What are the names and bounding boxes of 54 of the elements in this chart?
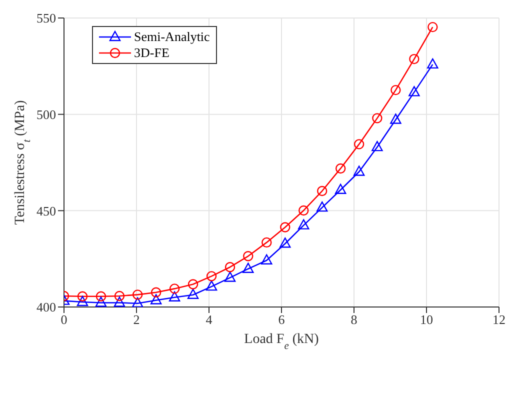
point xyxy=(206,280,218,291)
point xyxy=(132,297,144,307)
point xyxy=(316,201,328,212)
point xyxy=(243,251,254,262)
point xyxy=(280,222,290,232)
point xyxy=(409,54,420,64)
point xyxy=(353,166,365,176)
point xyxy=(95,296,107,307)
point xyxy=(408,86,420,96)
point xyxy=(372,113,382,124)
point xyxy=(188,279,198,290)
x-tick-label: 0 xyxy=(60,312,68,328)
point xyxy=(334,184,346,194)
y-tick-label: 550 xyxy=(36,10,56,26)
point xyxy=(132,290,143,300)
point xyxy=(187,288,199,299)
point xyxy=(262,237,272,248)
point xyxy=(224,272,236,282)
x-axis-title: Load F$_{e}$ (kN) xyxy=(244,332,320,352)
point xyxy=(76,296,88,306)
x-tick-label: 2 xyxy=(133,312,140,328)
y-tick-label: 400 xyxy=(36,300,56,315)
point xyxy=(114,296,126,307)
point xyxy=(169,284,180,294)
legend-label: 3D-FE xyxy=(134,45,170,61)
point xyxy=(390,114,402,124)
point xyxy=(150,294,162,304)
point xyxy=(298,205,309,216)
x-tick-label: 10 xyxy=(420,312,433,328)
point xyxy=(224,262,236,272)
point xyxy=(168,291,180,302)
legend-label: Semi-Analytic xyxy=(134,29,210,45)
x-tick-label: 12 xyxy=(492,312,506,328)
point xyxy=(114,290,125,302)
x-tick-label: 4 xyxy=(206,312,213,328)
point xyxy=(261,254,272,264)
point xyxy=(354,139,364,150)
point xyxy=(298,219,310,230)
point xyxy=(427,58,438,69)
y-tick-label: 500 xyxy=(36,106,56,122)
point xyxy=(372,140,383,152)
point xyxy=(390,84,401,96)
point xyxy=(280,238,291,248)
point xyxy=(77,291,88,302)
point xyxy=(150,287,162,298)
point xyxy=(206,271,217,282)
point xyxy=(428,22,438,32)
point xyxy=(317,186,328,196)
y-tick-label: 450 xyxy=(36,203,56,218)
x-tick-label: 6 xyxy=(278,312,286,328)
point xyxy=(335,163,346,174)
point xyxy=(96,291,106,302)
point xyxy=(242,262,254,273)
x-tick-label: 8 xyxy=(350,312,358,328)
